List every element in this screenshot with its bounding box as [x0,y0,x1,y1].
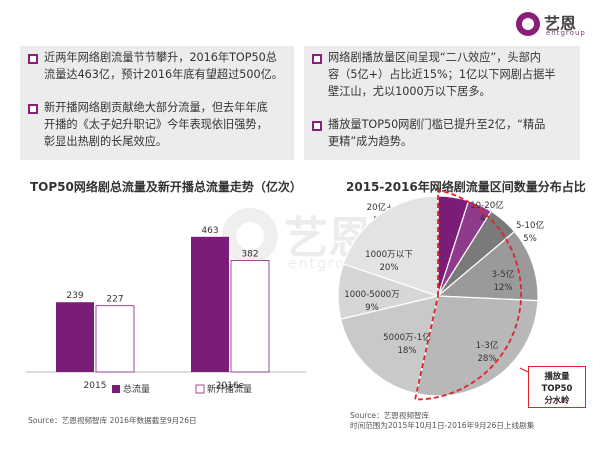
logo-name: 艺恩 [544,14,577,33]
square-bullet-icon [312,54,322,64]
pie-slice-label: 10-20亿 [470,199,504,211]
pie-slice-percent: 20% [379,263,398,273]
square-bullet-icon [28,54,38,64]
pie-slice-1-3亿 [415,295,539,397]
right-insight-panel: 网络剧播放量区间呈现“二八效应”，头部内 容（5亿+）占比近15%；1亿以下网剧… [304,46,580,160]
pie-slice-5000万-1亿 [339,295,439,395]
left-insight-panel: 近两年网络剧流量节节攀升，2016年TOP50总 流量达463亿，预计2016年… [20,46,294,160]
pie-slice-percent: 12% [493,283,512,293]
pie-chart-source-2: 时间范围为2015年10月1日-2016年9月26日上线剧集 [350,421,535,430]
pie-slice-percent: 18% [397,346,416,356]
bar-category-label: 2016e [216,381,245,391]
bar-2016e-新开播流量 [230,260,270,373]
legend-swatch-总流量 [112,385,120,393]
pie-slice-label: 5-10亿 [516,219,545,231]
bar-chart-title: TOP50网络剧总流量及新开播总流量走势（亿次） [30,180,302,194]
right-bullet-2: 播放量TOP50网剧门槛已提升至2亿，“精品 更精”成为趋势。 [328,118,546,148]
pie-slice-1000万以下 [342,195,439,297]
bar-category-label: 2015 [84,381,107,391]
logo-mark-icon [516,12,540,36]
bar-value-label: 463 [201,226,218,236]
pie-chart-source-1: Source：艺恩视频智库 [350,411,430,420]
bar-value-label: 239 [66,291,83,301]
right-bullet-1: 网络剧播放量区间呈现“二八效应”，头部内 容（5亿+）占比近15%；1亿以下网剧… [328,51,556,98]
callout-connector [519,367,529,373]
legend-label: 总流量 [123,383,150,395]
pie-slice-percent: 28% [477,354,496,364]
pie-chart-title: 2015-2016年网络剧流量区间数量分布占比 [346,180,586,194]
brand-logo: 艺恩 entgroup [516,10,594,40]
pie-slice-label: 1000-5000万 [344,290,400,300]
top50-threshold-outline [413,188,523,401]
bar-chart-source: Source：艺恩视频智库 2016年数据截至9月26日 [28,416,197,425]
bar-2016e-总流量 [191,236,229,372]
legend-label: 新开播流量 [207,383,252,395]
legend-swatch-新开播流量 [195,384,205,394]
pie-slice-percent: 5% [523,234,537,244]
square-bullet-icon [312,121,322,131]
left-bullet-1: 近两年网络剧流量节节攀升，2016年TOP50总 流量达463亿，预计2016年… [44,51,283,81]
pie-slice-label: 1000万以下 [365,250,413,260]
pie-slice-label: 5000万-1亿 [383,331,431,343]
bar-value-label: 382 [241,249,258,259]
left-bullet-2: 新开播网络剧贡献绝大部分流量，但去年年底 开播的《太子妃升职记》今年表现依旧强势… [44,101,268,148]
pie-slice-label: 1-3亿 [476,339,499,351]
pie-slice-label: 3-5亿 [492,268,515,280]
watermark-mark-icon [222,208,278,264]
top50-threshold-callout: 播放量 TOP50 分水岭 [528,366,586,408]
bar-2015-新开播流量 [95,305,135,373]
bar-value-label: 227 [106,295,123,305]
pie-slice-3-5亿 [436,230,539,302]
logo-sub: entgroup [546,29,586,37]
bar-2015-总流量 [56,302,94,372]
pie-slice-percent: 9% [365,303,379,313]
square-bullet-icon [28,104,38,114]
